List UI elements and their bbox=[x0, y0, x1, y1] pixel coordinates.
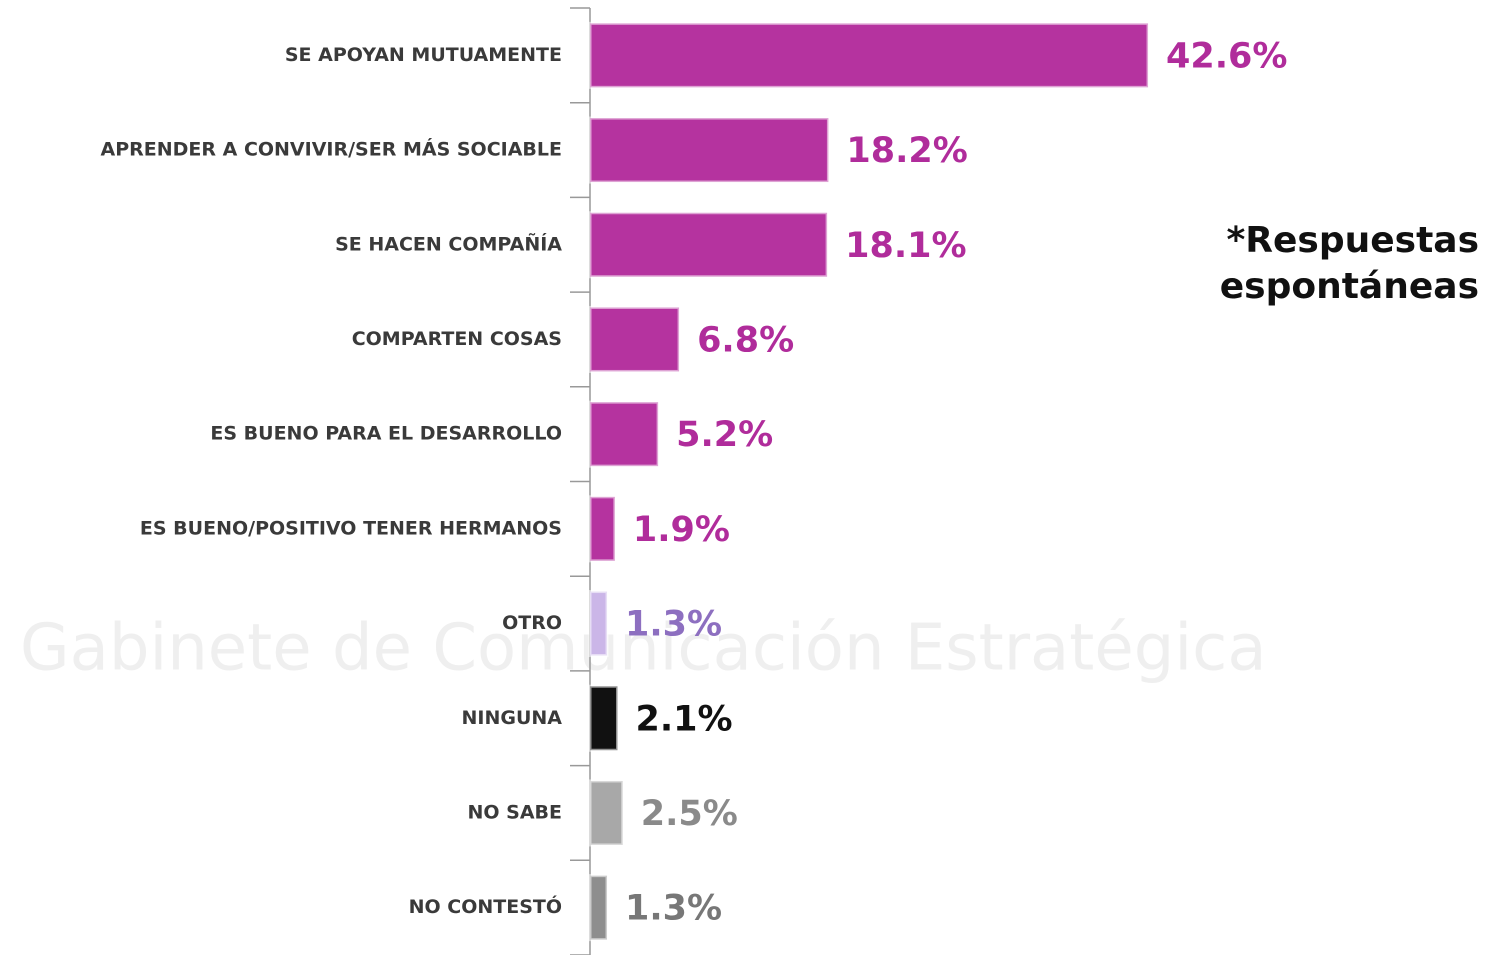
value-label: 1.3% bbox=[625, 605, 722, 645]
bar bbox=[588, 21, 1150, 89]
category-label: COMPARTEN COSAS bbox=[352, 328, 562, 350]
value-label: 2.5% bbox=[641, 794, 738, 834]
category-label: ES BUENO/POSITIVO TENER HERMANOS bbox=[140, 517, 562, 539]
category-label: ES BUENO PARA EL DESARROLLO bbox=[210, 423, 562, 445]
category-label: SE APOYAN MUTUAMENTE bbox=[285, 44, 562, 66]
category-label: OTRO bbox=[502, 612, 562, 634]
value-label: 2.1% bbox=[636, 699, 733, 739]
category-label: NINGUNA bbox=[461, 707, 562, 729]
category-label: SE HACEN COMPAÑÍA bbox=[335, 231, 562, 255]
value-label: 42.6% bbox=[1166, 36, 1287, 76]
bar bbox=[588, 211, 829, 279]
bar bbox=[588, 779, 625, 847]
value-label: 6.8% bbox=[697, 320, 794, 360]
bar bbox=[588, 495, 617, 563]
bar bbox=[588, 684, 620, 752]
annotation: *Respuestas espontáneas bbox=[1219, 220, 1479, 307]
bar bbox=[588, 116, 830, 184]
bar bbox=[588, 305, 681, 373]
bar bbox=[588, 590, 609, 658]
value-label: 1.3% bbox=[625, 889, 722, 929]
value-label: 1.9% bbox=[633, 510, 730, 550]
bar bbox=[588, 400, 660, 468]
value-label: 5.2% bbox=[676, 415, 773, 455]
value-label: 18.2% bbox=[846, 131, 967, 171]
watermark: Gabinete de Comunicación Estratégica bbox=[20, 612, 1267, 686]
bar bbox=[588, 874, 609, 942]
value-label: 18.1% bbox=[845, 226, 966, 266]
category-label: NO CONTESTÓ bbox=[409, 894, 562, 918]
category-label: APRENDER A CONVIVIR/SER MÁS SOCIABLE bbox=[100, 138, 562, 161]
category-label: NO SABE bbox=[467, 801, 562, 823]
